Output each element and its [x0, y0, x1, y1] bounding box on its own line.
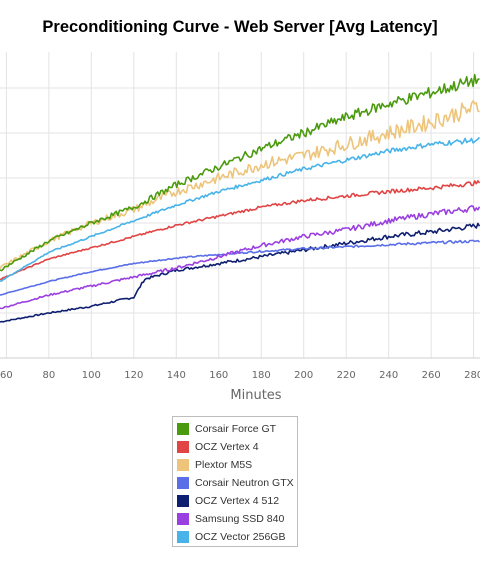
- legend-item-2: Plextor M5S: [177, 456, 297, 474]
- x-tick-label-2: 100: [82, 370, 101, 381]
- legend-swatch-2: [177, 459, 189, 471]
- x-tick-label-6: 180: [252, 370, 271, 381]
- legend-swatch-1: [177, 441, 189, 453]
- x-tick-labels: 60 80 100 120 140 160 180 200 220 240 260 280: [0, 370, 480, 381]
- legend-item-4: OCZ Vertex 4 512: [177, 492, 297, 510]
- legend-label-5: Samsung SSD 840: [195, 513, 285, 525]
- legend-swatch-5: [177, 513, 189, 525]
- x-tick-label-10: 260: [422, 370, 441, 381]
- legend-item-6: OCZ Vector 256GB: [177, 528, 297, 546]
- x-tick-label-7: 200: [294, 370, 313, 381]
- legend-item-3: Corsair Neutron GTX: [177, 474, 297, 492]
- series-lines: [0, 73, 480, 323]
- chart-title: Preconditioning Curve - Web Server [Avg …: [42, 18, 438, 36]
- series-line-4: [0, 222, 480, 323]
- x-tick-label-9: 240: [379, 370, 398, 381]
- x-tick-label-1: 80: [42, 370, 55, 381]
- legend-item-0: Corsair Force GT: [177, 420, 297, 438]
- legend-item-5: Samsung SSD 840: [177, 510, 297, 528]
- legend-label-1: OCZ Vertex 4: [195, 441, 259, 453]
- x-tick-label-3: 120: [124, 370, 143, 381]
- legend-label-6: OCZ Vector 256GB: [195, 531, 286, 543]
- legend-label-4: OCZ Vertex 4 512: [195, 495, 280, 507]
- series-line-2: [0, 100, 480, 270]
- x-tick-label-5: 160: [209, 370, 228, 381]
- legend: Corsair Force GT OCZ Vertex 4 Plextor M5S C…: [172, 416, 298, 547]
- series-line-0: [0, 73, 480, 272]
- x-tick-label-4: 140: [167, 370, 186, 381]
- legend-label-3: Corsair Neutron GTX: [195, 477, 294, 489]
- x-tick-label-8: 220: [337, 370, 356, 381]
- x-tick-label-11: 280: [464, 370, 480, 381]
- series-line-6: [0, 136, 480, 282]
- legend-swatch-4: [177, 495, 189, 507]
- series-line-1: [0, 180, 480, 281]
- legend-swatch-6: [177, 531, 189, 543]
- gridlines: [0, 52, 480, 359]
- legend-item-1: OCZ Vertex 4: [177, 438, 297, 456]
- legend-swatch-0: [177, 423, 189, 435]
- x-axis-label: Minutes: [230, 388, 281, 403]
- legend-label-0: Corsair Force GT: [195, 423, 277, 435]
- legend-label-2: Plextor M5S: [195, 459, 253, 471]
- legend-swatch-3: [177, 477, 189, 489]
- x-tick-label-0: 60: [0, 370, 13, 381]
- series-line-5: [0, 205, 480, 310]
